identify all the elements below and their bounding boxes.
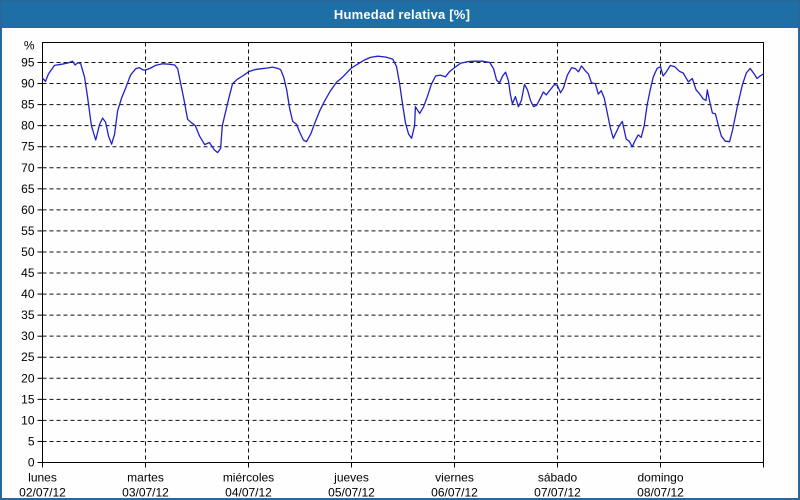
y-tick-label: 15 — [21, 392, 35, 406]
y-tick-label: 65 — [21, 182, 35, 196]
y-tick-label: 45 — [21, 266, 35, 280]
title-bar: Humedad relativa [%] — [2, 2, 798, 28]
y-tick-label: 10 — [21, 413, 35, 427]
y-tick-label: 35 — [21, 308, 35, 322]
y-tick-label: 90 — [21, 77, 35, 91]
x-day-name-label: domingo — [637, 471, 683, 485]
y-tick-label: 85 — [21, 98, 35, 112]
chart-area: 0 5 10 15 20 25 30 35 40 45 50 55 60 65 70 75 80 85 90 95% l… — [2, 28, 798, 498]
x-day-name-label: miércoles — [223, 471, 274, 485]
x-day-date-label: 06/07/12 — [431, 486, 478, 499]
y-tick-label: 20 — [21, 371, 35, 385]
x-day-date-label: 02/07/12 — [19, 486, 66, 499]
x-day-date-label: 04/07/12 — [225, 486, 272, 499]
x-day-date-label: 05/07/12 — [328, 486, 375, 499]
y-tick-label: 75 — [21, 140, 35, 154]
x-day-date-label: 07/07/12 — [534, 486, 581, 499]
y-unit-label: % — [24, 39, 35, 53]
y-tick-label: 50 — [21, 245, 35, 259]
y-tick-label: 40 — [21, 287, 35, 301]
y-tick-label: 70 — [21, 161, 35, 175]
x-day-name-label: sábado — [538, 471, 578, 485]
chart-title: Humedad relativa [%] — [333, 6, 471, 22]
humidity-line-chart: 0 5 10 15 20 25 30 35 40 45 50 55 60 65 70 75 80 85 90 95% l… — [19, 39, 765, 499]
x-day-name-label: jueves — [333, 471, 369, 485]
y-tick-label: 5 — [28, 434, 35, 448]
y-tick-label: 60 — [21, 203, 35, 217]
x-day-name-label: lunes — [28, 471, 57, 485]
humidity-line — [41, 55, 765, 154]
y-tick-label: 0 — [28, 456, 35, 470]
x-day-name-label: martes — [127, 471, 164, 485]
y-tick-label: 25 — [21, 350, 35, 364]
y-tick-label: 30 — [21, 329, 35, 343]
x-day-name-label: viernes — [435, 471, 474, 485]
y-tick-label: 80 — [21, 119, 35, 133]
plot-border — [42, 42, 764, 463]
x-day-date-label: 08/07/12 — [637, 486, 684, 499]
x-day-date-label: 03/07/12 — [122, 486, 169, 499]
y-tick-label: 55 — [21, 224, 35, 238]
y-tick-label: 95 — [21, 56, 35, 70]
